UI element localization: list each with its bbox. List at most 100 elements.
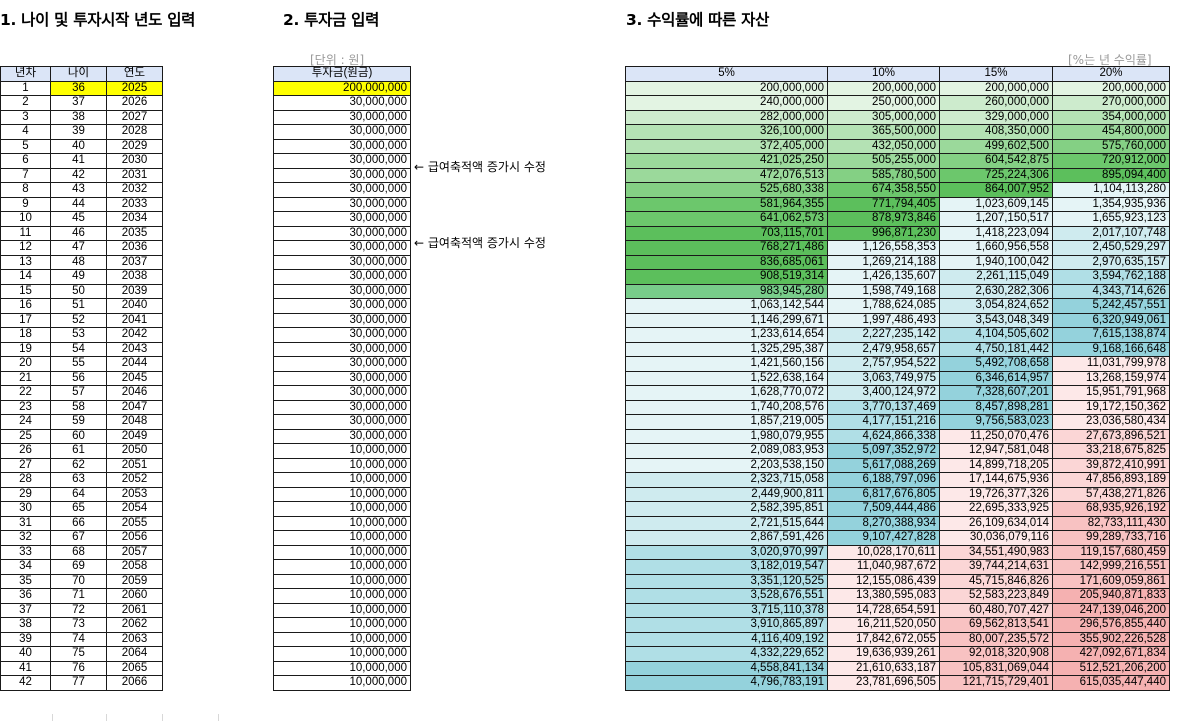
principal-cell[interactable]: 30,000,000: [273, 211, 411, 227]
asset-20pct-cell: 7,615,138,874: [1052, 327, 1170, 343]
asset-5pct-cell: 2,449,900,811: [625, 486, 828, 502]
table-row: 4,558,841,134 21,610,633,187 105,831,069,0…: [625, 660, 1170, 676]
asset-10pct-cell: 2,227,235,142: [827, 327, 940, 343]
asset-15pct-cell: 1,207,150,517: [939, 211, 1053, 227]
table-row: 30,000,000: [273, 356, 411, 372]
year-cell[interactable]: 2025: [106, 80, 163, 96]
asset-10pct-cell: 878,973,846: [827, 211, 940, 227]
principal-cell[interactable]: 10,000,000: [273, 515, 411, 531]
principal-cell[interactable]: 30,000,000: [273, 95, 411, 111]
principal-cell[interactable]: 30,000,000: [273, 138, 411, 154]
year-cell: 2048: [106, 414, 163, 430]
principal-cell[interactable]: 10,000,000: [273, 457, 411, 473]
principal-cell[interactable]: 10,000,000: [273, 660, 411, 676]
header-year-index: 년차: [0, 66, 51, 82]
side-note-salary-increase: ← 급여축적액 증가시 수정: [414, 160, 546, 174]
principal-cell[interactable]: 30,000,000: [273, 124, 411, 140]
principal-cell[interactable]: 30,000,000: [273, 153, 411, 169]
principal-cell[interactable]: 10,000,000: [273, 544, 411, 560]
principal-cell[interactable]: 10,000,000: [273, 559, 411, 575]
age-cell[interactable]: 36: [50, 80, 107, 96]
principal-cell[interactable]: 10,000,000: [273, 472, 411, 488]
asset-10pct-cell: 1,788,624,085: [827, 298, 940, 314]
asset-20pct-cell: 68,935,926,192: [1052, 501, 1170, 517]
asset-15pct-cell: 45,715,846,826: [939, 573, 1053, 589]
principal-cell[interactable]: 30,000,000: [273, 167, 411, 183]
age-cell: 56: [50, 370, 107, 386]
principal-cell[interactable]: 30,000,000: [273, 254, 411, 270]
asset-20pct-cell: 27,673,896,521: [1052, 428, 1170, 444]
principal-cell[interactable]: 30,000,000: [273, 428, 411, 444]
year-index-cell: 4: [0, 124, 51, 140]
asset-20pct-cell: 4,343,714,626: [1052, 283, 1170, 299]
year-cell: 2041: [106, 312, 163, 328]
principal-cell[interactable]: 200,000,000: [273, 80, 411, 96]
table-row: 30,000,000: [273, 196, 411, 212]
principal-cell[interactable]: 10,000,000: [273, 501, 411, 517]
table-row: 14 49 2038: [0, 269, 163, 285]
asset-10pct-cell: 250,000,000: [827, 95, 940, 111]
table-row: 11 46 2035: [0, 225, 163, 241]
principal-cell[interactable]: 10,000,000: [273, 675, 411, 691]
year-index-cell: 1: [0, 80, 51, 96]
asset-15pct-cell: 3,543,048,349: [939, 312, 1053, 328]
table-row: 1,325,295,387 2,479,958,657 4,750,181,442 9…: [625, 341, 1170, 357]
principal-cell[interactable]: 30,000,000: [273, 341, 411, 357]
asset-15pct-cell: 4,750,181,442: [939, 341, 1053, 357]
asset-10pct-cell: 5,617,088,269: [827, 457, 940, 473]
principal-cell[interactable]: 30,000,000: [273, 269, 411, 285]
asset-15pct-cell: 260,000,000: [939, 95, 1053, 111]
principal-cell[interactable]: 10,000,000: [273, 602, 411, 618]
principal-cell[interactable]: 30,000,000: [273, 356, 411, 372]
principal-cell[interactable]: 10,000,000: [273, 646, 411, 662]
principal-cell[interactable]: 10,000,000: [273, 486, 411, 502]
year-cell: 2027: [106, 109, 163, 125]
year-cell: 2042: [106, 327, 163, 343]
principal-cell[interactable]: 30,000,000: [273, 182, 411, 198]
principal-cell[interactable]: 30,000,000: [273, 399, 411, 415]
asset-15pct-cell: 2,630,282,306: [939, 283, 1053, 299]
age-cell: 44: [50, 196, 107, 212]
asset-20pct-cell: 2,450,529,297: [1052, 240, 1170, 256]
asset-5pct-cell: 2,582,395,851: [625, 501, 828, 517]
principal-cell[interactable]: 30,000,000: [273, 225, 411, 241]
asset-10pct-cell: 6,188,797,096: [827, 472, 940, 488]
year-cell: 2044: [106, 356, 163, 372]
table-row: 10,000,000: [273, 515, 411, 531]
year-index-cell: 38: [0, 617, 51, 633]
asset-20pct-cell: 895,094,400: [1052, 167, 1170, 183]
principal-cell[interactable]: 30,000,000: [273, 196, 411, 212]
table-row: 2,582,395,851 7,509,444,486 22,695,333,925…: [625, 501, 1170, 517]
table-row: 1 36 2025: [0, 80, 163, 96]
table-row: 10,000,000: [273, 530, 411, 546]
principal-cell[interactable]: 10,000,000: [273, 588, 411, 604]
table-row: 3,715,110,378 14,728,654,591 60,480,707,42…: [625, 602, 1170, 618]
principal-cell[interactable]: 30,000,000: [273, 312, 411, 328]
principal-cell[interactable]: 30,000,000: [273, 370, 411, 386]
asset-5pct-cell: 703,115,701: [625, 225, 828, 241]
table-row: 23 58 2047: [0, 399, 163, 415]
table-row: 2,323,715,058 6,188,797,096 17,144,675,936…: [625, 472, 1170, 488]
principal-cell[interactable]: 10,000,000: [273, 443, 411, 459]
principal-cell[interactable]: 10,000,000: [273, 617, 411, 633]
table-row: 4,116,409,192 17,842,672,055 80,007,235,57…: [625, 631, 1170, 647]
principal-cell[interactable]: 30,000,000: [273, 385, 411, 401]
principal-cell[interactable]: 10,000,000: [273, 530, 411, 546]
principal-cell[interactable]: 30,000,000: [273, 327, 411, 343]
principal-cell[interactable]: 30,000,000: [273, 298, 411, 314]
principal-cell[interactable]: 10,000,000: [273, 631, 411, 647]
principal-cell[interactable]: 30,000,000: [273, 109, 411, 125]
principal-cell[interactable]: 30,000,000: [273, 283, 411, 299]
principal-cell[interactable]: 10,000,000: [273, 573, 411, 589]
principal-cell[interactable]: 30,000,000: [273, 240, 411, 256]
year-cell: 2026: [106, 95, 163, 111]
table-row: 28 63 2052: [0, 472, 163, 488]
age-cell: 47: [50, 240, 107, 256]
table-row: 2 37 2026: [0, 95, 163, 111]
year-cell: 2066: [106, 675, 163, 691]
asset-10pct-cell: 21,610,633,187: [827, 660, 940, 676]
asset-20pct-cell: 247,139,046,200: [1052, 602, 1170, 618]
asset-10pct-cell: 2,479,958,657: [827, 341, 940, 357]
table-row: 1,628,770,072 3,400,124,972 7,328,607,201 1…: [625, 385, 1170, 401]
principal-cell[interactable]: 30,000,000: [273, 414, 411, 430]
